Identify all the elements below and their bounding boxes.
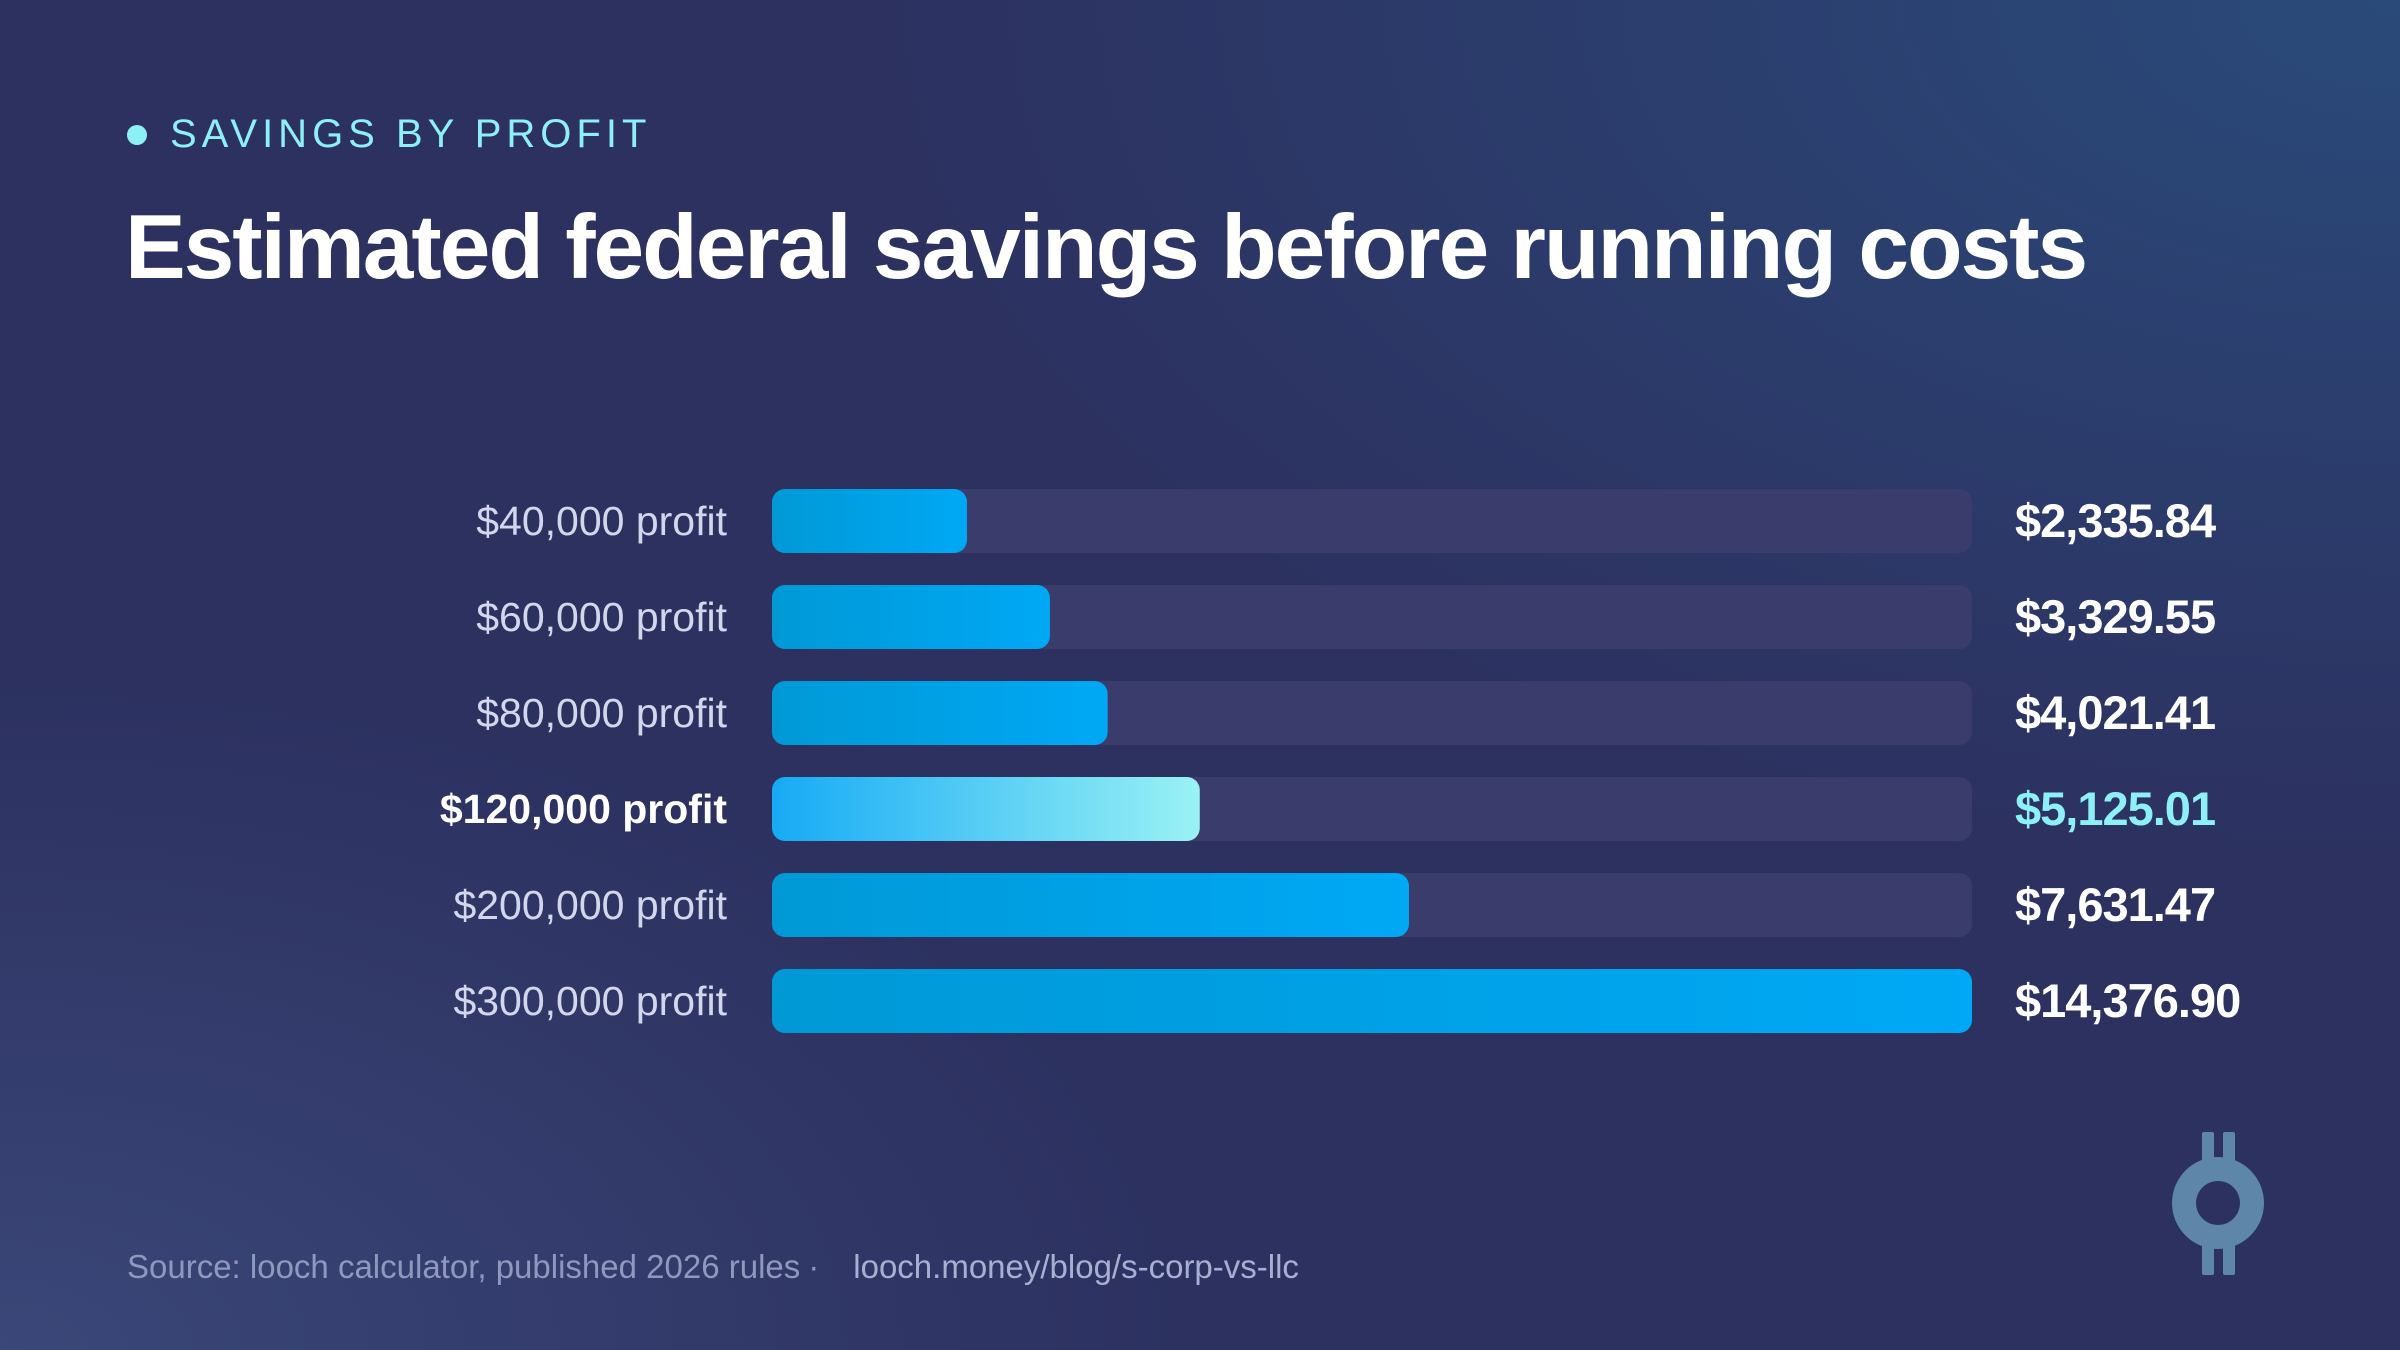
bar [772,777,1200,841]
bar-track [772,585,1972,649]
category-label: $40,000 profit [476,498,727,544]
category-label: $120,000 profit [440,786,727,832]
chart-title: Estimated federal savings before running… [125,197,2088,298]
value-label: $7,631.47 [2015,878,2215,931]
bar-track [772,489,1972,553]
category-label: $60,000 profit [476,594,727,640]
category-label: $200,000 profit [453,882,727,928]
footer-source: Source: looch calculator, published 2026… [127,1248,801,1285]
kicker-dot-icon [127,124,147,145]
value-label: $5,125.01 [2015,782,2215,835]
value-label: $14,376.90 [2015,974,2240,1027]
bar [772,969,1972,1033]
value-label: $2,335.84 [2015,494,2216,547]
kicker-text: SAVINGS BY PROFIT [170,112,652,156]
bar [772,585,1050,649]
footer: Source: looch calculator, published 2026… [127,1248,1299,1286]
bar [772,489,967,553]
value-label: $3,329.55 [2015,590,2215,643]
footer-url[interactable]: looch.money/blog/s-corp-vs-llc [853,1248,1299,1285]
looch-coin-logo-icon [2172,1132,2264,1275]
bar [772,681,1108,745]
category-label: $300,000 profit [453,978,727,1024]
kicker: SAVINGS BY PROFIT [127,112,651,157]
value-label: $4,021.41 [2015,686,2215,739]
bar [772,873,1409,937]
category-label: $80,000 profit [476,690,727,736]
footer-separator: · [808,1248,820,1285]
